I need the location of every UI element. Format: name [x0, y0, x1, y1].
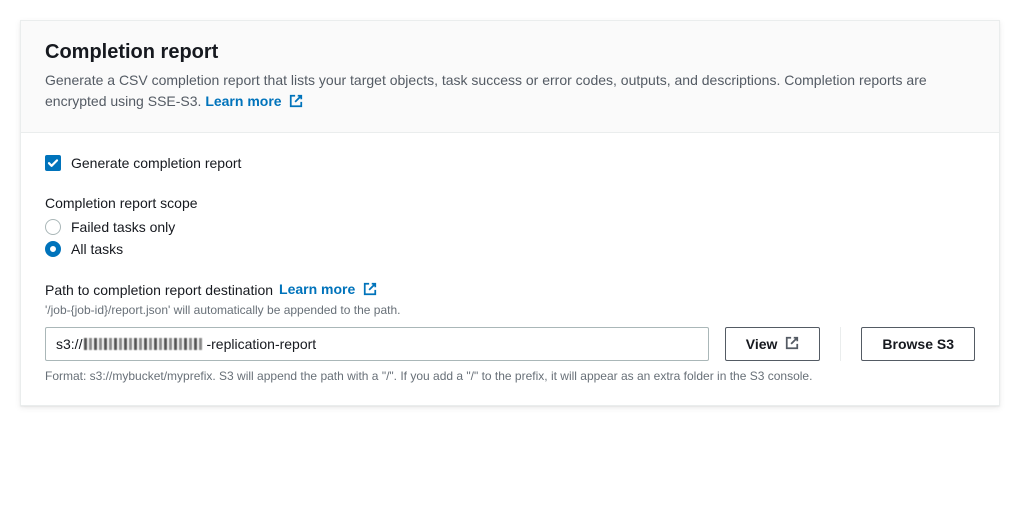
- redacted-bucket: [84, 338, 204, 350]
- path-learn-more-text: Learn more: [279, 281, 355, 297]
- external-link-icon: [785, 336, 799, 353]
- radio-checked-icon: [45, 241, 61, 257]
- scope-label: Completion report scope: [45, 195, 975, 211]
- scope-option-failed[interactable]: Failed tasks only: [45, 219, 975, 235]
- panel-header: Completion report Generate a CSV complet…: [21, 21, 999, 133]
- external-link-icon: [289, 93, 303, 114]
- panel-title: Completion report: [45, 41, 975, 64]
- path-value-prefix: s3://: [56, 336, 82, 352]
- scope-option-all[interactable]: All tasks: [45, 241, 975, 257]
- scope-radio-group: Failed tasks only All tasks: [45, 219, 975, 257]
- learn-more-link[interactable]: Learn more: [205, 93, 303, 109]
- path-format-hint: Format: s3://mybucket/myprefix. S3 will …: [45, 367, 975, 385]
- completion-report-panel: Completion report Generate a CSV complet…: [20, 20, 1000, 406]
- vertical-divider: [840, 327, 841, 361]
- view-button-label: View: [746, 336, 778, 352]
- path-input-row: s3:// -replication-report View Browse S3: [45, 327, 975, 361]
- path-label-row: Path to completion report destination Le…: [45, 281, 975, 299]
- browse-s3-button-label: Browse S3: [882, 336, 954, 352]
- generate-report-checkbox[interactable]: [45, 155, 61, 171]
- learn-more-text: Learn more: [205, 93, 281, 109]
- check-icon: [47, 157, 59, 169]
- path-learn-more-link[interactable]: Learn more: [279, 281, 377, 299]
- path-hint: '/job-{job-id}/report.json' will automat…: [45, 301, 975, 319]
- scope-option-failed-label: Failed tasks only: [71, 219, 175, 235]
- generate-report-label: Generate completion report: [71, 155, 241, 171]
- panel-description-text: Generate a CSV completion report that li…: [45, 72, 927, 109]
- browse-s3-button[interactable]: Browse S3: [861, 327, 975, 361]
- scope-option-all-label: All tasks: [71, 241, 123, 257]
- path-input[interactable]: s3:// -replication-report: [45, 327, 709, 361]
- radio-unchecked-icon: [45, 219, 61, 235]
- panel-body: Generate completion report Completion re…: [21, 133, 999, 405]
- external-link-icon: [363, 282, 377, 299]
- path-value-suffix: -replication-report: [206, 336, 316, 352]
- path-label: Path to completion report destination: [45, 282, 273, 298]
- generate-report-checkbox-row[interactable]: Generate completion report: [45, 155, 975, 171]
- panel-description: Generate a CSV completion report that li…: [45, 70, 975, 114]
- view-button[interactable]: View: [725, 327, 821, 361]
